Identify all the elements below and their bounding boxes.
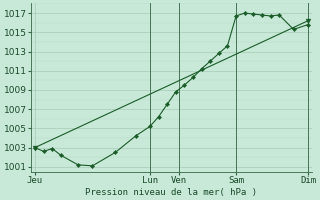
X-axis label: Pression niveau de la mer( hPa ): Pression niveau de la mer( hPa ) xyxy=(85,188,258,197)
